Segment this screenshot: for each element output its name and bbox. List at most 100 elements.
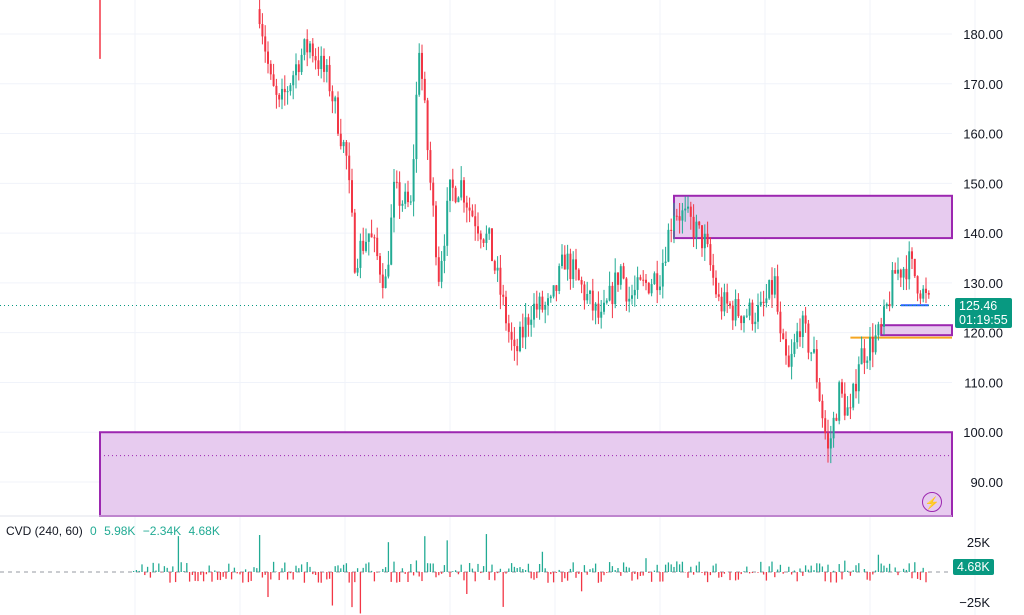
candle — [407, 191, 409, 203]
candle — [717, 294, 720, 297]
candle — [409, 201, 412, 203]
candle — [558, 266, 561, 291]
candle — [748, 302, 751, 316]
lightning-icon[interactable]: ⚡ — [922, 492, 942, 512]
candle — [916, 276, 919, 294]
candle — [678, 216, 681, 221]
candle — [673, 215, 675, 231]
candle — [261, 24, 264, 37]
candle — [897, 269, 899, 274]
candle — [454, 187, 457, 203]
candle — [866, 360, 869, 363]
candle — [790, 353, 793, 367]
price-tick-label: 150.00 — [963, 176, 1003, 191]
candle — [311, 43, 314, 57]
cvd-value-2: −2.34K — [142, 524, 182, 538]
candle — [443, 245, 446, 261]
candle — [569, 253, 572, 280]
candle — [689, 206, 692, 217]
price-tick-label: 120.00 — [963, 326, 1003, 341]
candle — [549, 296, 552, 299]
candle — [278, 94, 281, 100]
candle — [502, 294, 505, 297]
candle — [852, 383, 855, 408]
candle — [561, 254, 563, 267]
candle — [687, 206, 689, 209]
candle — [773, 276, 776, 295]
candle — [768, 280, 771, 299]
candle — [401, 203, 404, 206]
candle — [636, 277, 639, 290]
candle — [905, 268, 908, 280]
demand-zone — [99, 431, 953, 517]
candle — [667, 229, 670, 262]
candle — [359, 240, 362, 268]
candle — [365, 241, 367, 251]
candle — [451, 179, 454, 188]
candle — [692, 216, 695, 238]
candle — [874, 335, 877, 353]
candle — [317, 60, 320, 69]
candle — [446, 200, 449, 246]
candle — [516, 346, 519, 352]
countdown: 01:19:55 — [959, 313, 1008, 327]
candle — [426, 100, 429, 151]
candle — [286, 91, 289, 93]
candle — [796, 331, 799, 343]
candle — [535, 303, 538, 310]
candle — [857, 364, 860, 392]
candle — [437, 257, 440, 282]
candle — [267, 51, 269, 64]
candle — [295, 64, 297, 76]
candle — [801, 315, 804, 337]
candle — [533, 303, 535, 320]
candle — [925, 288, 927, 293]
candle — [633, 289, 636, 296]
candle — [813, 349, 815, 353]
candle — [499, 267, 502, 295]
cvd-value-3: 4.68K — [188, 524, 220, 538]
candle — [703, 233, 706, 249]
candle — [367, 233, 370, 242]
candle — [362, 240, 365, 251]
candle — [843, 393, 846, 416]
candle — [591, 290, 594, 311]
candle — [757, 305, 759, 322]
cvd-title: CVD (240, 60) — [6, 524, 83, 538]
candle — [743, 316, 745, 324]
candle — [339, 133, 342, 147]
candle — [474, 216, 477, 227]
candle — [281, 88, 283, 100]
candle — [275, 85, 278, 95]
candle — [373, 237, 376, 239]
candle — [323, 55, 325, 72]
candle — [552, 285, 555, 297]
candle — [642, 279, 645, 281]
cvd-value-0: 0 — [90, 524, 97, 538]
candle — [465, 202, 468, 208]
candle — [496, 267, 499, 271]
candle — [723, 292, 726, 312]
candle — [513, 339, 516, 347]
candle — [421, 52, 423, 79]
candle — [530, 319, 533, 325]
candle — [731, 305, 734, 321]
candle — [661, 262, 664, 287]
candle — [387, 264, 390, 277]
candle — [720, 296, 723, 312]
candle — [471, 210, 474, 217]
candle — [415, 94, 418, 160]
price-tick-label: 110.00 — [964, 375, 1003, 390]
candle — [507, 323, 510, 332]
candle — [491, 228, 493, 262]
candle — [894, 270, 897, 274]
candle — [734, 299, 737, 321]
candle — [524, 317, 527, 338]
candle — [799, 331, 801, 337]
candle — [835, 417, 838, 421]
candle — [695, 221, 698, 238]
candle — [645, 279, 647, 283]
candle — [869, 337, 871, 361]
candle — [356, 267, 359, 273]
